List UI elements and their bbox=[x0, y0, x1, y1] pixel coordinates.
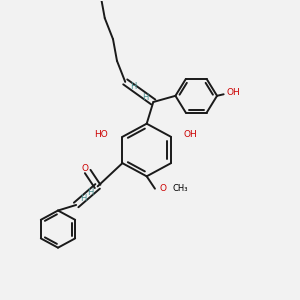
Text: HO: HO bbox=[94, 130, 108, 139]
Text: H: H bbox=[130, 82, 137, 91]
Text: H: H bbox=[80, 194, 87, 203]
Text: OH: OH bbox=[184, 130, 198, 139]
Text: H: H bbox=[142, 93, 148, 102]
Text: OH: OH bbox=[227, 88, 240, 97]
Text: O: O bbox=[82, 164, 88, 173]
Text: O: O bbox=[159, 184, 166, 193]
Text: CH₃: CH₃ bbox=[172, 184, 188, 193]
Text: H: H bbox=[87, 188, 94, 197]
